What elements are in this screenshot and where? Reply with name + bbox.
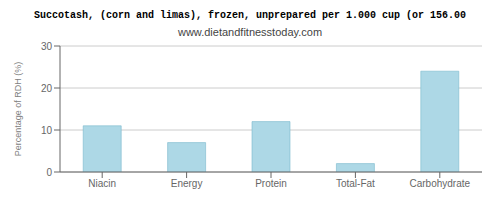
html-text:Succotash, (corn and limas), f: Succotash, (corn and limas), frozen, unp… — [34, 10, 466, 21]
svg-text:Total-Fat: Total-Fat — [336, 178, 375, 189]
svg-text:Percentage of RDH (%): Percentage of RDH (%) — [13, 62, 23, 157]
html-text:www.dietandfitnesstoday.com: www.dietandfitnesstoday.com — [178, 26, 322, 38]
svg-text:Niacin: Niacin — [88, 178, 116, 189]
svg-text:20: 20 — [41, 83, 53, 94]
svg-text:10: 10 — [41, 125, 53, 136]
svg-text:Energy: Energy — [171, 178, 203, 189]
svg-text:0: 0 — [46, 167, 52, 178]
svg-text:30: 30 — [41, 41, 53, 52]
svg-text:Carbohydrate: Carbohydrate — [410, 178, 471, 189]
svg-text:Protein: Protein — [255, 178, 287, 189]
